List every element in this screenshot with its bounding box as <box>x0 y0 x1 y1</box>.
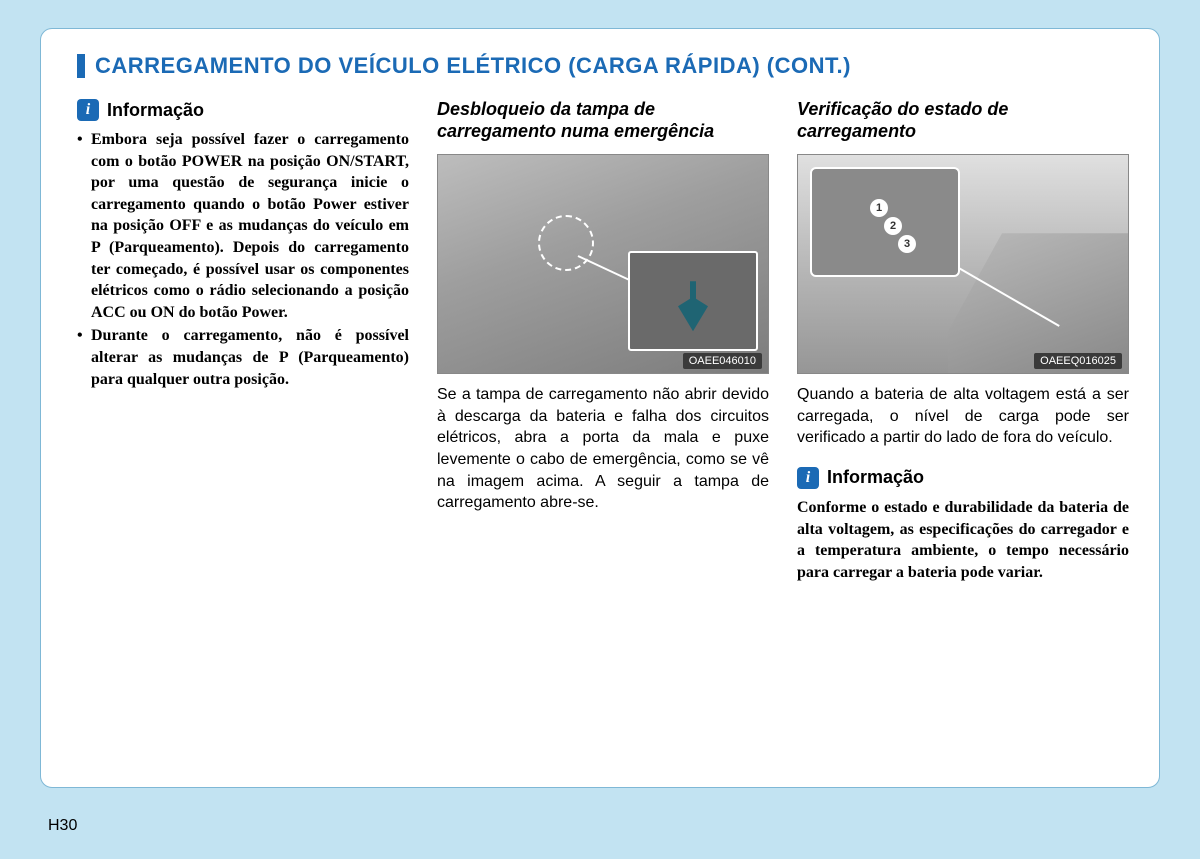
figure-inset <box>628 251 758 351</box>
body-text: Quando a bateria de alta voltagem está a… <box>797 384 1129 449</box>
led-marker-2: 2 <box>884 217 902 235</box>
info-label: Informação <box>107 100 204 121</box>
figure-charging-status: 1 2 3 OAEEQ016025 <box>797 154 1129 374</box>
columns: i Informação Embora seja possível fazer … <box>77 99 1129 583</box>
bullet-list: Embora seja possível fazer o carregament… <box>77 129 409 390</box>
figure-trunk-release: OAEE046010 <box>437 154 769 374</box>
figure-code: OAEE046010 <box>683 353 762 369</box>
header-marker <box>77 54 85 78</box>
spacer <box>797 449 1129 467</box>
page-title: CARREGAMENTO DO VEÍCULO ELÉTRICO (CARGA … <box>95 53 851 79</box>
info-header: i Informação <box>77 99 409 121</box>
info-icon: i <box>77 99 99 121</box>
hood-shape <box>948 233 1128 373</box>
column-3: Verificação do estado de carregamento 1 … <box>797 99 1129 583</box>
bullet-item: Embora seja possível fazer o carregament… <box>77 129 409 323</box>
led-marker-1: 1 <box>870 199 888 217</box>
info-body-text: Conforme o estado e durabilidade da bate… <box>797 497 1129 583</box>
bullet-item: Durante o carregamento, não é possível a… <box>77 325 409 390</box>
body-text: Se a tampa de carregamento não abrir dev… <box>437 384 769 514</box>
led-marker-3: 3 <box>898 235 916 253</box>
page-header: CARREGAMENTO DO VEÍCULO ELÉTRICO (CARGA … <box>77 53 1129 79</box>
figure-inset: 1 2 3 <box>810 167 960 277</box>
highlight-circle <box>538 215 594 271</box>
info-header: i Informação <box>797 467 1129 489</box>
subheading: Desbloqueio da tampa de carregamento num… <box>437 99 769 142</box>
info-icon: i <box>797 467 819 489</box>
column-1: i Informação Embora seja possível fazer … <box>77 99 409 583</box>
column-2: Desbloqueio da tampa de carregamento num… <box>437 99 769 583</box>
info-label: Informação <box>827 467 924 488</box>
subheading: Verificação do estado de carregamento <box>797 99 1129 142</box>
page-container: CARREGAMENTO DO VEÍCULO ELÉTRICO (CARGA … <box>40 28 1160 788</box>
release-handle-icon <box>678 281 708 331</box>
figure-code: OAEEQ016025 <box>1034 353 1122 369</box>
page-number: H30 <box>48 817 77 835</box>
